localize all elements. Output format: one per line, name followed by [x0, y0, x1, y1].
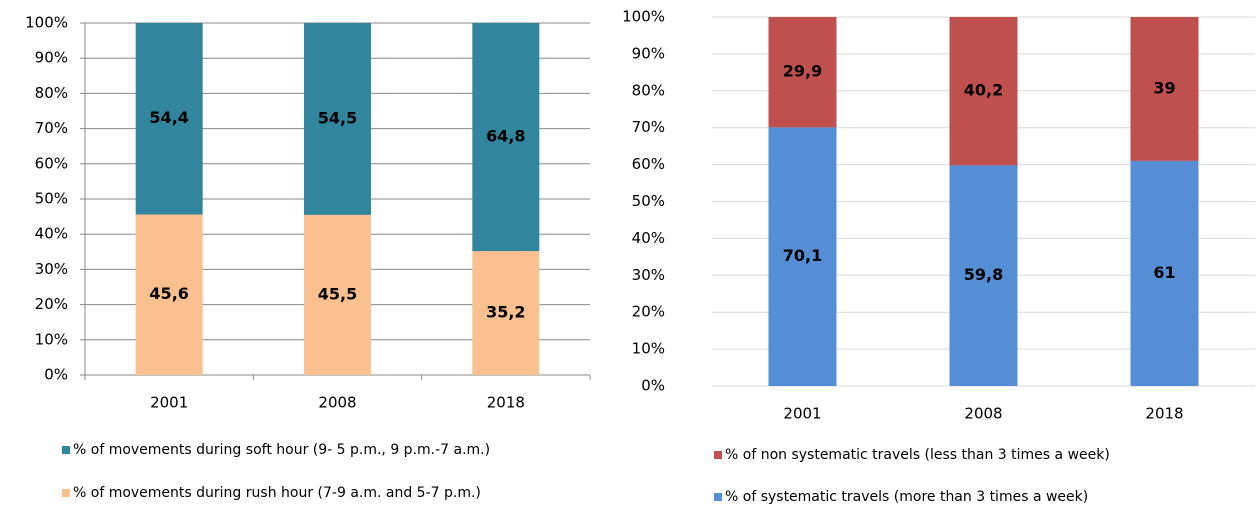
y-tick-label: 100% [25, 14, 68, 32]
data-label: 64,8 [486, 127, 525, 146]
y-tick-label: 50% [35, 190, 68, 208]
legend-label: % of movements during rush hour (7-9 a.m… [73, 485, 481, 501]
bar-segment [1130, 17, 1199, 161]
bar-segment [304, 214, 371, 375]
data-label: 70,1 [783, 246, 822, 265]
y-tick-label: 40% [35, 225, 68, 243]
y-tick-label: 30% [35, 260, 68, 278]
y-tick-label: 20% [35, 295, 68, 313]
y-tick-label: 60% [632, 155, 665, 173]
data-label: 39 [1153, 78, 1175, 97]
data-label: 61 [1153, 263, 1175, 282]
bar-segment [135, 214, 203, 375]
bar-segment [1130, 160, 1199, 386]
data-label: 54,5 [318, 108, 357, 127]
x-tick-label: 2001 [783, 405, 821, 423]
bar-segment [472, 251, 540, 375]
y-tick-label: 0% [641, 377, 665, 395]
data-label: 40,2 [964, 81, 1003, 100]
y-tick-label: 40% [632, 229, 665, 247]
legend-label: % of non systematic travels (less than 3… [725, 447, 1110, 463]
bar-segment [135, 23, 203, 215]
data-label: 35,2 [486, 303, 525, 322]
legend-swatch [62, 489, 70, 497]
y-tick-label: 80% [35, 84, 68, 102]
x-tick-label: 2008 [964, 405, 1002, 423]
legend-swatch [714, 451, 722, 459]
legend-swatch [714, 493, 722, 501]
y-tick-label: 30% [632, 266, 665, 284]
data-label: 59,8 [964, 265, 1003, 284]
y-tick-label: 70% [632, 118, 665, 136]
x-tick-label: 2001 [150, 394, 188, 412]
legend-swatch [62, 446, 70, 454]
data-label: 45,6 [149, 284, 188, 303]
x-tick-label: 2018 [487, 394, 525, 412]
y-tick-label: 0% [44, 366, 68, 384]
y-tick-label: 20% [632, 303, 665, 321]
legend-label: % of movements during soft hour (9- 5 p.… [73, 442, 490, 458]
data-label: 29,9 [783, 62, 822, 81]
bar-segment [768, 17, 837, 128]
bar-segment [304, 23, 371, 215]
y-tick-label: 10% [632, 340, 665, 358]
y-tick-label: 80% [632, 81, 665, 99]
x-tick-label: 2008 [318, 394, 356, 412]
y-tick-label: 60% [35, 154, 68, 172]
bar-segment [768, 127, 837, 387]
bar-segment [472, 23, 540, 252]
y-tick-label: 50% [632, 192, 665, 210]
y-tick-label: 10% [35, 330, 68, 348]
x-tick-label: 2018 [1145, 405, 1183, 423]
data-label: 54,4 [149, 108, 188, 127]
legend-label: % of systematic travels (more than 3 tim… [725, 489, 1088, 505]
y-tick-label: 100% [622, 8, 665, 26]
bar-segment [949, 165, 1018, 386]
y-tick-label: 70% [35, 119, 68, 137]
bar-segment [949, 17, 1018, 166]
data-label: 45,5 [318, 284, 357, 303]
y-tick-label: 90% [35, 49, 68, 67]
y-tick-label: 90% [632, 44, 665, 62]
